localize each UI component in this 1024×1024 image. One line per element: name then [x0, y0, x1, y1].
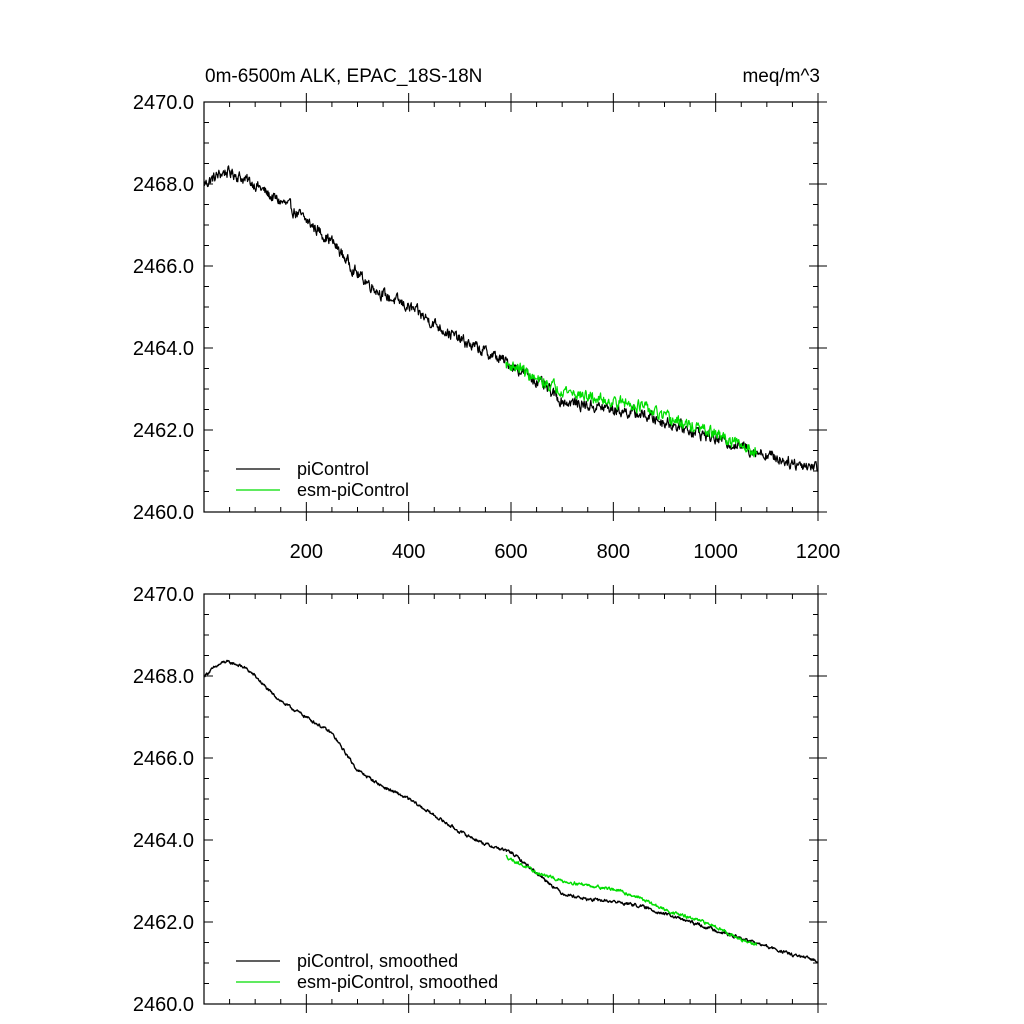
y-tick-label: 2466.0	[133, 748, 194, 770]
y-tick-label: 2460.0	[133, 994, 194, 1016]
bottom-plot-frame	[203, 593, 819, 1005]
x-tick-label: 200	[290, 541, 323, 563]
bottom-legend: piControl, smoothed esm-piControl, smoot…	[236, 951, 498, 992]
y-tick-label: 2470.0	[133, 92, 194, 114]
x-tick-label: 1000	[693, 541, 738, 563]
title-right-units: meq/m^3	[742, 66, 820, 87]
top-legend: piControl esm-piControl	[236, 459, 409, 500]
y-tick-label: 2462.0	[133, 420, 194, 442]
x-tick-label: 400	[392, 541, 425, 563]
legend-label-esm-picontrol-smoothed: esm-piControl, smoothed	[297, 972, 498, 992]
x-tick-label: 800	[597, 541, 630, 563]
top-series-layer	[203, 165, 819, 472]
x-tick-label: 1200	[796, 541, 841, 563]
series-line-picontrol-smoothed	[203, 659, 819, 964]
bottom-panel: 2460.0 2462.0 2464.0 2466.0 2468.0 2470.0 piC…	[133, 584, 827, 1016]
series-line-picontrol	[203, 165, 819, 472]
bottom-series-layer	[203, 659, 819, 964]
series-line-esm-picontrol-smoothed	[505, 854, 758, 946]
x-tick-label: 600	[494, 541, 527, 563]
top-plot-frame	[203, 101, 819, 513]
legend-label-picontrol-smoothed: piControl, smoothed	[297, 951, 458, 971]
y-tick-label: 2468.0	[133, 666, 194, 688]
series-line-esm-picontrol	[505, 361, 758, 458]
y-tick-label: 2466.0	[133, 256, 194, 278]
y-tick-label: 2462.0	[133, 912, 194, 934]
top-ticks: 2460.0 2462.0 2464.0 2466.0 2468.0 2470.0 200 4…	[133, 92, 840, 563]
y-tick-label: 2470.0	[133, 584, 194, 606]
y-tick-label: 2460.0	[133, 502, 194, 524]
legend-label-picontrol: piControl	[297, 459, 369, 479]
y-tick-label: 2464.0	[133, 830, 194, 852]
y-tick-label: 2468.0	[133, 174, 194, 196]
legend-label-esm-picontrol: esm-piControl	[297, 480, 409, 500]
title-left: 0m-6500m ALK, EPAC_18S-18N	[205, 66, 482, 87]
y-tick-label: 2464.0	[133, 338, 194, 360]
top-panel: 0m-6500m ALK, EPAC_18S-18N meq/m^3 2460.…	[133, 66, 840, 563]
bottom-ticks: 2460.0 2462.0 2464.0 2466.0 2468.0 2470.0	[133, 584, 827, 1016]
